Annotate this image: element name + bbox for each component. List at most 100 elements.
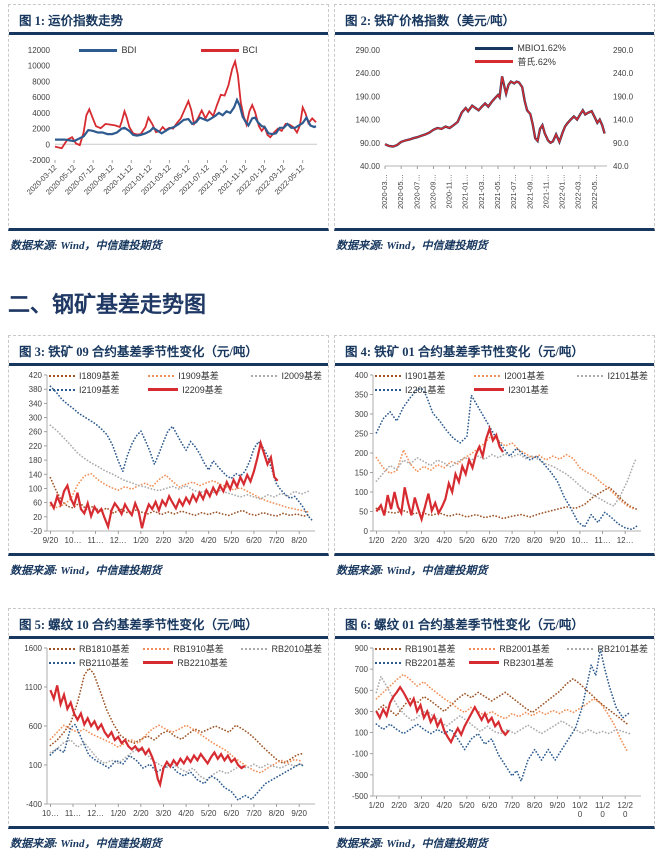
legend-swatch-line [143,661,174,664]
legend-label: BCI [242,45,258,55]
legend-label: RB1910基差 [173,644,224,654]
figure-row-2: 图 3: 铁矿 09 合约基差季节性变化（元/吨） I1809基差 I1909基差… [8,335,655,578]
svg-text:2020-03…: 2020-03… [380,174,389,209]
svg-text:12000: 12000 [28,46,51,55]
figure-2-source-note: 数据来源: Wind，中信建投期货 [336,240,488,252]
series-line [375,387,638,531]
svg-text:-100: -100 [352,750,369,759]
legend-label: I2101基差 [607,371,648,381]
svg-text:2020-05…: 2020-05… [396,174,405,209]
figure-1-title: 图 1: 运价指数走势 [9,5,328,35]
svg-text:190.0: 190.0 [613,92,634,101]
series-line [384,76,606,148]
chart-canvas: -400 100 600 1100 1600 10… 11… 12… 1/20 2/20 3/20 4… [24,644,315,818]
legend-item: RB2010基差 [241,642,322,655]
legend-item: RB2210基差 [143,656,228,669]
svg-text:300: 300 [29,414,43,423]
svg-text:2020-11…: 2020-11… [445,174,454,208]
svg-text:100: 100 [29,484,43,493]
svg-text:290.00: 290.00 [356,46,381,55]
legend-item: BDI [79,45,137,55]
legend-swatch-dotted-line [148,374,175,377]
svg-text:140.0: 140.0 [613,116,634,125]
svg-text:240.0: 240.0 [613,69,634,78]
chart-canvas: -500 -300 -100 100 300 500 700 900 1/20 2/20 3/20 4… [352,644,641,819]
legend-swatch-dotted-line [375,374,401,377]
legend-label: RB2201基差 [405,658,456,668]
svg-text:1/20: 1/20 [369,801,385,810]
figure-2-legend: MBIO1.62% 普氏.62% [475,43,566,68]
svg-text:50: 50 [359,508,368,517]
svg-text:6/20: 6/20 [482,801,498,810]
svg-text:3/20: 3/20 [156,809,172,818]
svg-text:400: 400 [355,371,369,380]
svg-text:2021-11…: 2021-11… [541,174,550,208]
svg-text:-20: -20 [30,527,42,536]
legend-item: I2109基差 [49,383,120,396]
svg-text:240.00: 240.00 [356,69,381,78]
figure-1-legend: BDI BCI [9,45,328,55]
section-heading: 二、钢矿基差走势图 [8,292,207,317]
series-line [54,58,317,150]
legend-label: RB2301基差 [503,658,554,668]
figure-5-title: 图 5: 螺纹 10 合约基差季节性变化（元/吨） [9,609,328,639]
legend-item: RB2110基差 [49,656,130,669]
svg-text:7/20: 7/20 [504,536,520,545]
svg-text:340: 340 [29,399,43,408]
svg-text:12…: 12… [87,809,104,818]
svg-text:2/20: 2/20 [133,809,149,818]
svg-text:150: 150 [355,469,369,478]
svg-text:-400: -400 [26,800,43,809]
figure-box-5: 图 5: 螺纹 10 合约基差季节性变化（元/吨） RB1810基差 RB1910… [8,608,329,829]
series-line [375,685,510,745]
svg-text:4/20: 4/20 [201,536,217,545]
chart-canvas: -20000200040006000800010000120002020-03-… [25,46,317,197]
figure-column-3: 图 3: 铁矿 09 合约基差季节性变化（元/吨） I1809基差 I1909基差… [8,335,329,578]
svg-text:7/20: 7/20 [269,536,285,545]
legend-label: I1809基差 [79,371,120,381]
legend-item: RB1810基差 [49,642,130,655]
legend-item: I2009基差 [251,369,322,382]
svg-text:0: 0 [46,140,51,149]
svg-text:12/20: 12/2 0 [617,801,633,819]
svg-text:9/20: 9/20 [43,536,59,545]
svg-text:220: 220 [29,442,43,451]
svg-text:9/20: 9/20 [550,536,566,545]
svg-text:2022-03…: 2022-03… [574,174,583,209]
svg-text:190.00: 190.00 [356,92,381,101]
series-line [49,685,246,789]
svg-text:-2000: -2000 [30,156,51,165]
figure-column-6: 图 6: 螺纹 01 合约基差季节性变化（元/吨） RB1901基差 RB2001… [334,608,655,851]
svg-text:8/20: 8/20 [527,801,543,810]
figure-4-chart: I1901基差 I2001基差 I2101基差 I2201基差 I2301基差 0 50 1… [335,366,654,553]
svg-text:40.0: 40.0 [613,162,629,171]
svg-text:0: 0 [364,527,369,536]
series-line [49,438,279,531]
svg-text:1/20: 1/20 [369,536,385,545]
figure-3-legend: I1809基差 I1909基差 I2009基差 I2109基差 I2209基差 [49,369,322,396]
figure-4-source-note: 数据来源: Wind，中信建投期货 [336,565,488,577]
svg-text:10…: 10… [42,809,59,818]
chart-canvas: 0 50 100 150 200 250 300 350 400 1/20 2/20 3/20 4/20… [355,371,641,545]
svg-text:7/20: 7/20 [246,809,262,818]
svg-text:420: 420 [29,371,43,380]
figure-column-1: 图 1: 运价指数走势 BDI BCI -2000 0 2000 4000 6000 800… [8,4,329,253]
legend-label: I2109基差 [79,385,120,395]
series-line [49,472,310,513]
legend-swatch-dotted-line [474,374,501,377]
svg-text:8/20: 8/20 [527,536,543,545]
svg-text:40.00: 40.00 [360,162,381,171]
legend-swatch-line [475,60,514,63]
svg-text:5/20: 5/20 [201,809,217,818]
figure-6-chart: RB1901基差 RB2001基差 RB2101基差 RB2201基差 RB2301基差… [335,639,654,826]
series-line [375,673,629,753]
legend-label: RB2110基差 [79,658,129,668]
svg-text:600: 600 [29,722,43,731]
legend-item: I2001基差 [474,369,549,382]
svg-text:1/20: 1/20 [133,536,149,545]
series-line [49,385,313,521]
series-line [49,424,310,501]
figure-3-source-note: 数据来源: Wind，中信建投期货 [10,565,162,577]
svg-text:180: 180 [29,456,43,465]
